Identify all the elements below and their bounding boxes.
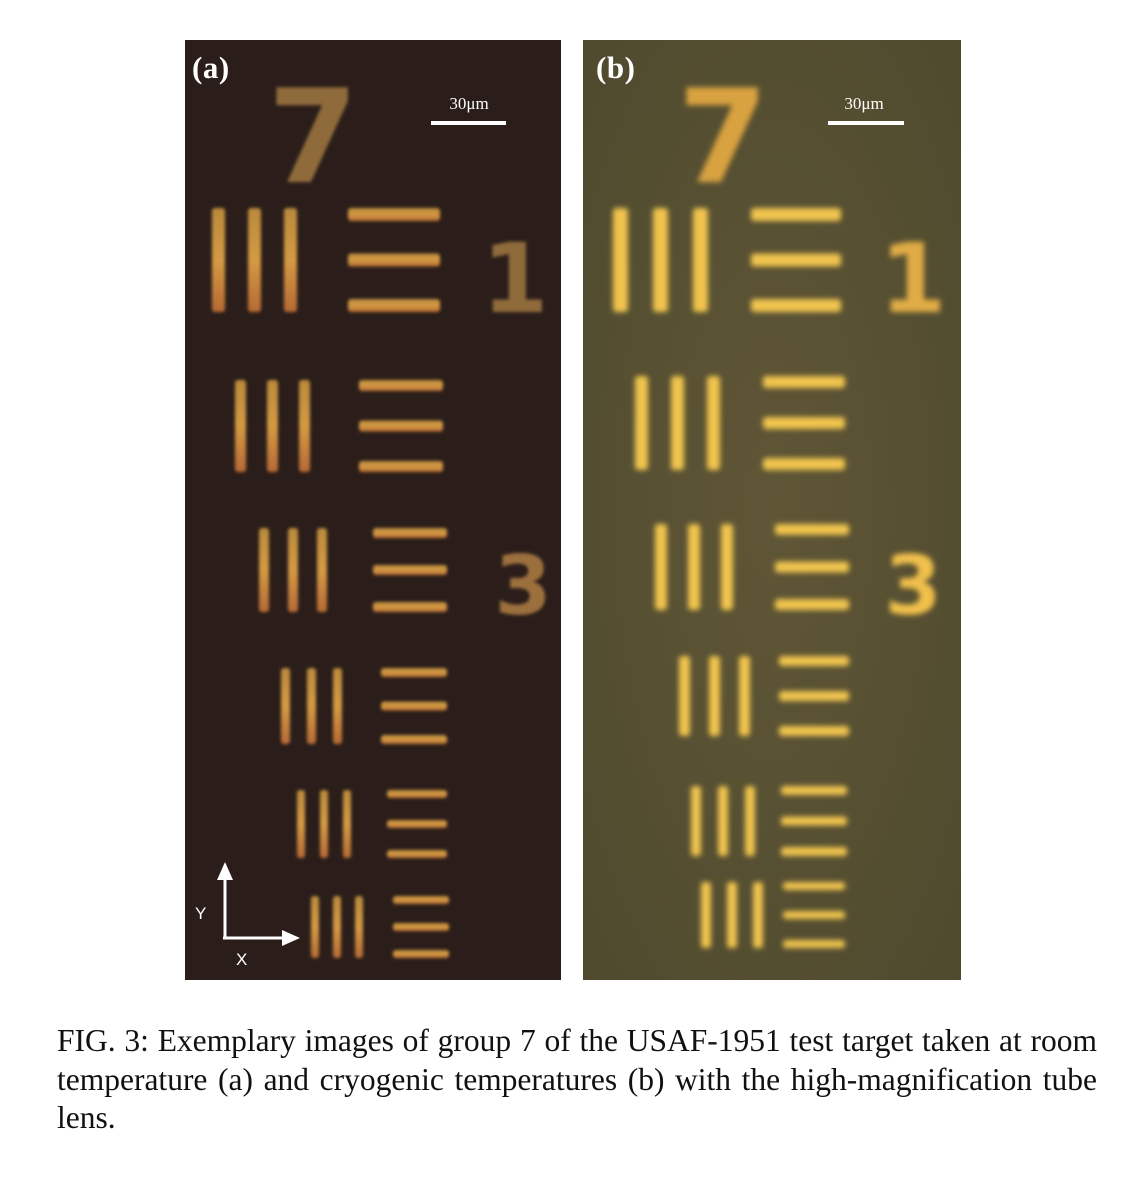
panel-b-scale-bar-label: 30μm: [844, 94, 884, 113]
vertical-bar: [745, 786, 755, 856]
element-number-1: 1: [880, 223, 947, 335]
vertical-bar: [259, 528, 269, 612]
vertical-bar: [635, 376, 648, 470]
horizontal-bar: [381, 668, 447, 677]
panel-b-target-pattern: 71 3: [613, 61, 946, 948]
vertical-bar: [248, 208, 261, 312]
horizontal-bar: [381, 735, 447, 744]
y-arrowhead-icon: [217, 862, 233, 880]
horizontal-bar: [373, 528, 447, 538]
horizontal-bar: [373, 565, 447, 575]
horizontal-bar: [348, 299, 440, 312]
horizontal-bar: [359, 380, 443, 391]
vertical-bar: [297, 790, 305, 858]
horizontal-bar: [373, 602, 447, 612]
vertical-bar: [355, 896, 363, 958]
vertical-bar: [333, 896, 341, 958]
horizontal-bar: [751, 253, 841, 267]
x-axis-label: X: [236, 950, 248, 969]
panel-a-scale-bar: [431, 121, 506, 125]
horizontal-bar: [783, 911, 845, 919]
horizontal-bar: [751, 208, 841, 221]
vertical-bar: [307, 668, 316, 744]
vertical-bar: [707, 376, 720, 470]
horizontal-bar: [359, 461, 443, 472]
horizontal-bar: [775, 561, 849, 573]
horizontal-bar: [763, 376, 845, 388]
horizontal-bar: [783, 882, 845, 890]
vertical-bar: [721, 524, 733, 610]
panel-b-micrograph: 71 3: [583, 40, 961, 980]
vertical-bar: [709, 656, 720, 736]
horizontal-bar: [393, 950, 449, 958]
panel-b-scale-bar: [828, 121, 904, 125]
figure-caption: FIG. 3: Exemplary images of group 7 of t…: [57, 1023, 1097, 1135]
vertical-bar: [718, 786, 728, 856]
vertical-bar: [679, 656, 690, 736]
horizontal-bar: [751, 299, 841, 312]
horizontal-bar: [387, 850, 447, 858]
vertical-bar: [343, 790, 351, 858]
panel-b-label: (b): [596, 50, 636, 85]
horizontal-bar: [359, 420, 443, 432]
vertical-bar: [288, 528, 298, 612]
horizontal-bar: [381, 701, 447, 711]
horizontal-bar: [781, 816, 847, 826]
vertical-bar: [613, 208, 628, 312]
vertical-bar: [284, 208, 297, 312]
vertical-bar: [212, 208, 225, 312]
element-number-3: 3: [884, 539, 941, 634]
vertical-bar: [311, 896, 319, 958]
horizontal-bar: [779, 656, 849, 666]
vertical-bar: [671, 376, 684, 470]
vertical-bar: [727, 882, 737, 948]
vertical-bar: [739, 656, 750, 736]
group-numeral: 7: [678, 61, 768, 213]
horizontal-bar: [393, 896, 449, 904]
y-axis-label: Y: [195, 904, 207, 923]
vertical-bar: [320, 790, 328, 858]
panel-b-background: [583, 40, 961, 980]
horizontal-bar: [387, 820, 447, 828]
horizontal-bar: [763, 417, 845, 429]
horizontal-bar: [387, 790, 447, 798]
vertical-bar: [267, 380, 278, 472]
panel-a-background: [185, 40, 561, 980]
panel-a-scale-bar-label: 30μm: [449, 94, 489, 113]
vertical-bar: [317, 528, 327, 612]
element-number-3: 3: [494, 539, 551, 634]
panel-a-micrograph: 7 1 3: [185, 40, 561, 980]
vertical-bar: [299, 380, 310, 472]
horizontal-bar: [781, 847, 847, 856]
vertical-bar: [235, 380, 246, 472]
x-arrowhead-icon: [282, 930, 300, 946]
axes-arrows-icon: [217, 862, 300, 946]
element-number-1: 1: [482, 223, 549, 335]
horizontal-bar: [779, 691, 849, 701]
vertical-bar: [281, 668, 290, 744]
vertical-bar: [691, 786, 701, 856]
horizontal-bar: [775, 524, 849, 535]
horizontal-bar: [348, 208, 440, 221]
horizontal-bar: [775, 599, 849, 610]
vertical-bar: [653, 208, 668, 312]
vertical-bar: [753, 882, 763, 948]
vertical-bar: [701, 882, 711, 948]
horizontal-bar: [779, 726, 849, 736]
vertical-bar: [693, 208, 708, 312]
vertical-bar: [655, 524, 667, 610]
panel-a-target-pattern: 7 1 3: [212, 61, 552, 958]
horizontal-bar: [783, 940, 845, 948]
group-numeral: 7: [268, 61, 358, 213]
vertical-bar: [688, 524, 700, 610]
horizontal-bar: [763, 458, 845, 470]
horizontal-bar: [348, 253, 440, 267]
horizontal-bar: [393, 923, 449, 931]
vertical-bar: [333, 668, 342, 744]
panel-a-label: (a): [192, 50, 230, 85]
horizontal-bar: [781, 786, 847, 795]
panel-a-image: 7 1 3: [185, 40, 561, 980]
